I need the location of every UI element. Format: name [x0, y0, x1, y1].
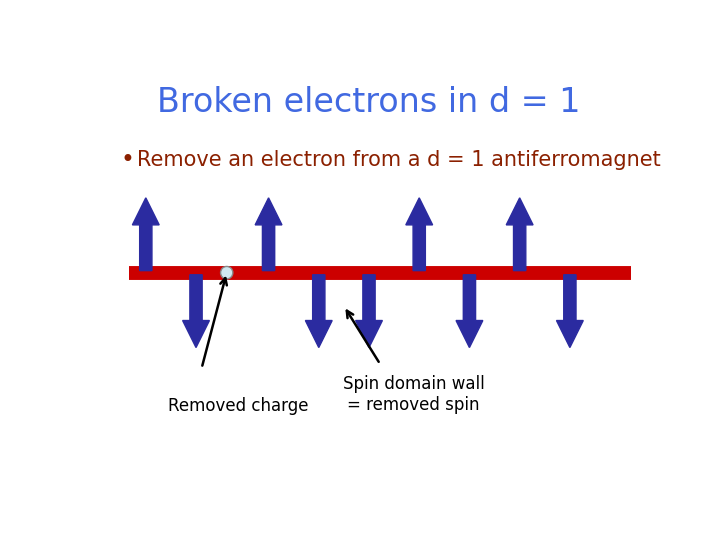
FancyArrow shape	[456, 275, 483, 348]
FancyArrow shape	[255, 198, 282, 271]
FancyArrow shape	[506, 198, 533, 271]
FancyArrow shape	[356, 275, 382, 348]
Text: Remove an electron from a d = 1 antiferromagnet: Remove an electron from a d = 1 antiferr…	[138, 151, 661, 171]
FancyArrow shape	[305, 275, 332, 348]
Text: •: •	[121, 148, 135, 172]
FancyArrow shape	[557, 275, 583, 348]
FancyArrow shape	[183, 275, 210, 348]
FancyArrow shape	[406, 198, 433, 271]
Text: Broken electrons in d = 1: Broken electrons in d = 1	[157, 86, 581, 119]
Text: Removed charge: Removed charge	[168, 397, 309, 415]
FancyArrow shape	[132, 198, 159, 271]
Text: Spin domain wall
= removed spin: Spin domain wall = removed spin	[343, 375, 485, 414]
Ellipse shape	[220, 266, 233, 279]
